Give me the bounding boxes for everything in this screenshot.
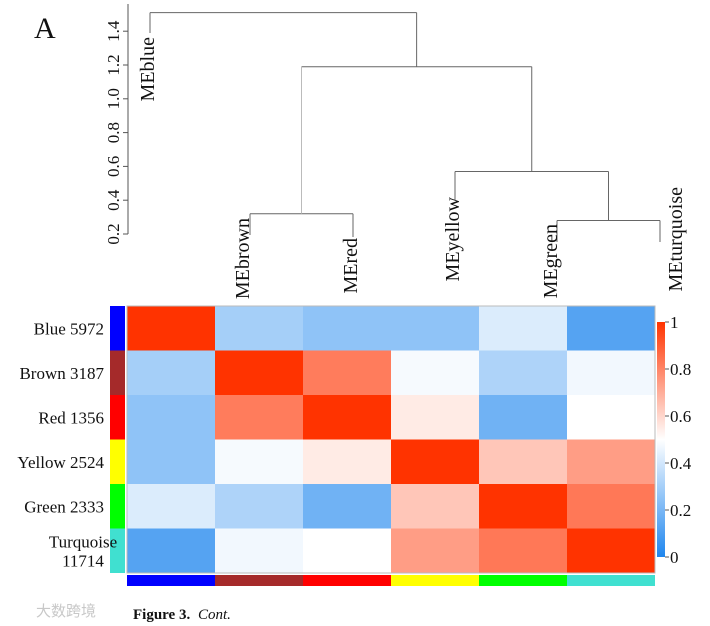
y-tick-label: 0.4 (104, 189, 123, 211)
y-tick-label: 1.4 (104, 20, 123, 42)
row-color-bar (110, 350, 125, 395)
heatmap-cell (127, 395, 216, 440)
row-label: Turquoise (49, 532, 117, 551)
colorbar-ramp (657, 322, 665, 557)
heatmap-cell (567, 439, 656, 485)
heatmap-cell (391, 395, 480, 440)
leaf-label-megreen: MEgreen (540, 224, 562, 298)
heatmap-cell (391, 528, 480, 574)
heatmap-cell (391, 306, 480, 351)
heatmap-cell (479, 306, 568, 351)
colorbar-tick-label: 1 (670, 313, 679, 332)
row-color-bar (110, 528, 125, 573)
colorbar-tick-label: 0.2 (670, 501, 691, 520)
y-tick-label: 0.6 (104, 156, 123, 177)
heatmap-cell (479, 395, 568, 440)
heatmap-cell (215, 306, 304, 351)
row-label: Blue 5972 (34, 319, 104, 338)
colorbar-tick-label: 0.6 (670, 407, 691, 426)
row-color-bar (110, 439, 125, 484)
y-tick-label: 1.0 (104, 88, 123, 109)
row-label: Brown 3187 (19, 364, 104, 383)
heatmap-cell (479, 350, 568, 396)
heatmap-border (126, 305, 656, 574)
leaf-label-meblue: MEblue (137, 37, 159, 102)
y-tick-label: 1.2 (104, 54, 123, 75)
column-color-bar (479, 575, 567, 586)
heatmap-cell (567, 306, 656, 351)
heatmap-cell (567, 528, 656, 574)
colorbar-tick-label: 0 (670, 548, 679, 567)
heatmap-cell (567, 484, 656, 529)
heatmap-cell (391, 439, 480, 485)
row-label: 11714 (62, 551, 104, 570)
figure-caption: Figure 3. Cont. (133, 607, 231, 623)
heatmap-cell (479, 528, 568, 574)
caption-bold: Figure 3. (133, 607, 190, 623)
heatmap: Blue 5972 Brown 3187 Red 1356 Yellow 2524 Gr… (17, 305, 656, 586)
heatmap-cell (567, 395, 656, 440)
leaf-label-meyellow: MEyellow (442, 196, 464, 281)
heatmap-cell (303, 306, 392, 351)
column-color-bar (391, 575, 479, 586)
column-color-bar (567, 575, 655, 586)
y-tick-label: 0.2 (104, 223, 123, 244)
heatmap-cell (127, 350, 216, 396)
heatmap-cell (127, 528, 216, 574)
heatmap-cell (215, 528, 304, 574)
heatmap-cell (303, 484, 392, 529)
heatmap-cell (215, 350, 304, 396)
heatmap-cell (127, 484, 216, 529)
heatmap-cell (215, 395, 304, 440)
y-tick-label: 0.8 (104, 122, 123, 143)
column-color-bar (303, 575, 391, 586)
row-color-bar (110, 484, 125, 529)
row-color-bar (110, 306, 125, 351)
heatmap-cell (303, 528, 392, 574)
row-label: Red 1356 (38, 408, 104, 427)
leaf-label-mebrown: MEbrown (232, 218, 254, 299)
heatmap-cell (127, 439, 216, 485)
colorbar-tick-label: 0.8 (670, 360, 691, 379)
colorbar: 0 0.2 0.4 0.6 0.8 1 (657, 313, 692, 567)
heatmap-cell (303, 350, 392, 396)
heatmap-cell (479, 484, 568, 529)
heatmap-cell (391, 484, 480, 529)
heatmap-cell (215, 439, 304, 485)
row-color-bar (110, 395, 125, 440)
heatmap-cell (127, 306, 216, 351)
row-label: Yellow 2524 (17, 453, 104, 472)
heatmap-cell (303, 395, 392, 440)
heatmap-cell (479, 439, 568, 485)
caption-italic: Cont. (198, 607, 231, 623)
heatmap-cell (215, 484, 304, 529)
watermark: 大数跨境 (36, 602, 96, 620)
column-color-bar (215, 575, 303, 586)
row-label: Green 2333 (24, 497, 104, 516)
dendrogram: 0.2 0.4 0.6 0.8 1.0 1.2 1.4 MEblue MEbrown MEred M… (104, 4, 687, 299)
heatmap-cell (303, 439, 392, 485)
heatmap-cell (391, 350, 480, 396)
panel-label: A (34, 12, 56, 45)
column-color-bar (127, 575, 215, 586)
heatmap-cell (567, 350, 656, 396)
colorbar-tick-label: 0.4 (670, 454, 692, 473)
leaf-label-mered: MEred (340, 238, 362, 294)
leaf-label-meturquoise: MEturquoise (665, 187, 687, 292)
